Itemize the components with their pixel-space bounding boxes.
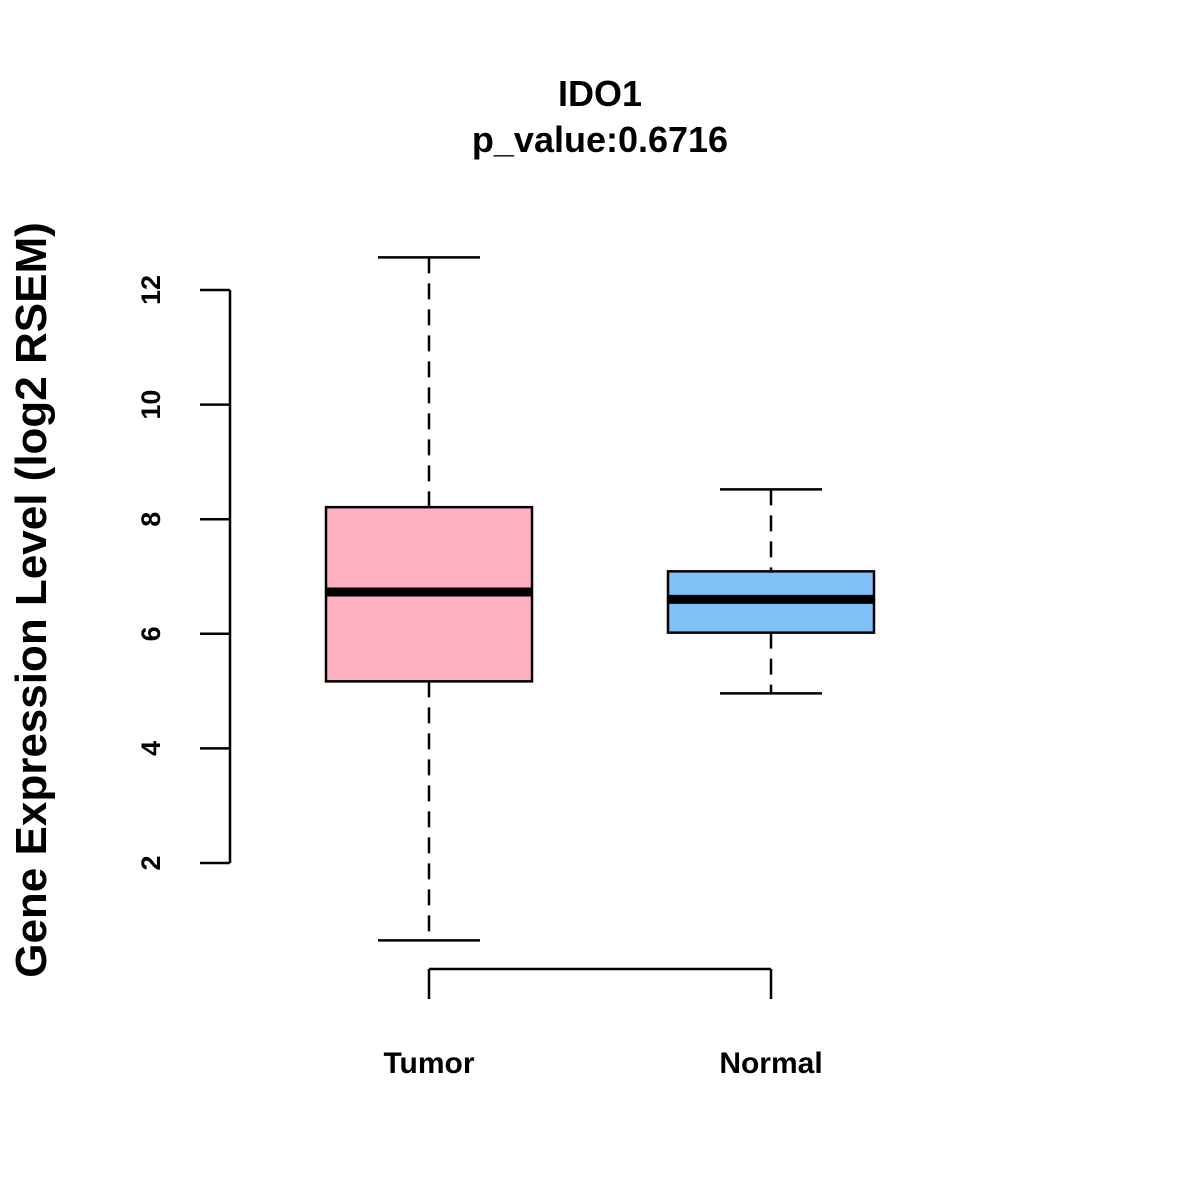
y-tick-label: 6: [136, 626, 166, 641]
boxes: [324, 256, 876, 942]
y-tick-label: 4: [136, 741, 166, 756]
x-axis: Tumor Normal: [383, 967, 823, 1080]
chart-subtitle: p_value:0.6716: [472, 119, 728, 160]
box-normal: [666, 488, 876, 695]
chart-title: IDO1: [558, 73, 642, 114]
x-tick-label: Normal: [719, 1047, 822, 1080]
y-axis: 2 4 6 8 10 12: [136, 275, 232, 871]
y-tick-label: 12: [136, 275, 166, 305]
y-tick-label: 10: [136, 390, 166, 420]
y-tick-label: 2: [136, 855, 166, 870]
y-axis-label: Gene Expression Level (log2 RSEM): [7, 222, 56, 978]
x-tick-label: Tumor: [383, 1047, 474, 1080]
box-tumor: [324, 256, 534, 942]
y-tick-label: 8: [136, 512, 166, 527]
